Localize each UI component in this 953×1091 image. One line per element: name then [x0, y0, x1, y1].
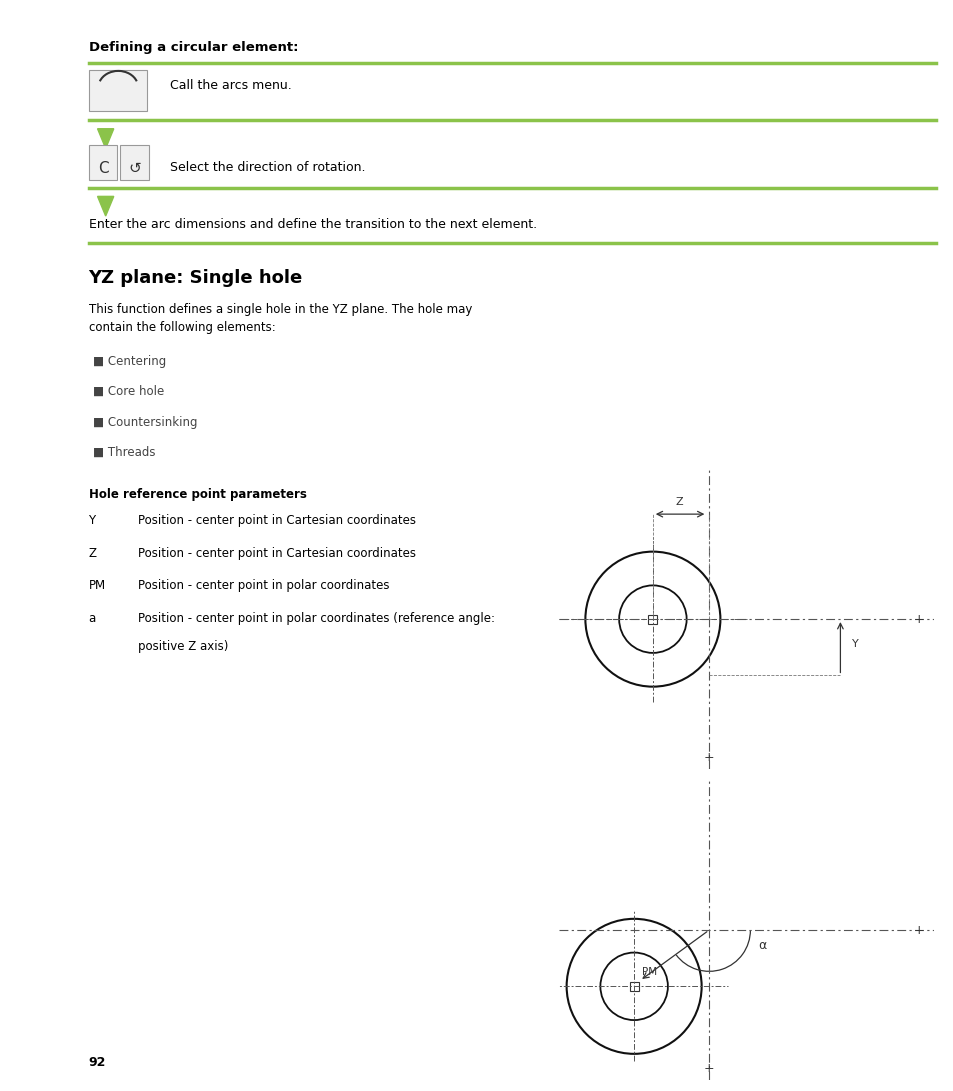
- Bar: [629, 982, 638, 991]
- FancyBboxPatch shape: [120, 145, 149, 180]
- Text: 1.16 TURN PLUS: YZ Plane Contours: 1.16 TURN PLUS: YZ Plane Contours: [20, 419, 32, 672]
- Text: PM: PM: [641, 967, 656, 978]
- Text: Z: Z: [89, 547, 96, 560]
- Text: Y: Y: [89, 514, 95, 527]
- Text: Hole reference point parameters: Hole reference point parameters: [89, 488, 306, 501]
- Text: Position - center point in Cartesian coordinates: Position - center point in Cartesian coo…: [138, 514, 416, 527]
- Text: Y: Y: [851, 639, 858, 649]
- Text: Z: Z: [675, 496, 682, 506]
- Text: 92: 92: [89, 1056, 106, 1069]
- Text: +: +: [703, 1063, 714, 1076]
- Text: a: a: [89, 612, 95, 625]
- Text: +: +: [703, 752, 714, 765]
- Text: Position - center point in polar coordinates: Position - center point in polar coordin…: [138, 579, 389, 592]
- Text: ■ Core hole: ■ Core hole: [93, 385, 164, 398]
- Text: +: +: [913, 613, 923, 625]
- Text: PM: PM: [89, 579, 106, 592]
- Polygon shape: [97, 129, 113, 148]
- Text: Select the direction of rotation.: Select the direction of rotation.: [170, 161, 365, 175]
- Text: YZ plane: Single hole: YZ plane: Single hole: [89, 269, 302, 287]
- Text: ■ Centering: ■ Centering: [93, 355, 166, 368]
- Text: ■ Countersinking: ■ Countersinking: [93, 416, 197, 429]
- Text: Call the arcs menu.: Call the arcs menu.: [170, 79, 291, 92]
- FancyBboxPatch shape: [89, 145, 117, 180]
- Text: Enter the arc dimensions and define the transition to the next element.: Enter the arc dimensions and define the …: [89, 218, 537, 231]
- Text: Defining a circular element:: Defining a circular element:: [89, 41, 297, 55]
- FancyBboxPatch shape: [89, 70, 147, 111]
- Text: Position - center point in Cartesian coordinates: Position - center point in Cartesian coo…: [138, 547, 416, 560]
- Text: This function defines a single hole in the YZ plane. The hole may
contain the fo: This function defines a single hole in t…: [89, 303, 472, 334]
- Bar: [648, 614, 657, 624]
- Text: positive Z axis): positive Z axis): [138, 640, 229, 654]
- Text: C: C: [97, 161, 108, 177]
- Polygon shape: [97, 196, 113, 216]
- Text: ■ Threads: ■ Threads: [93, 446, 155, 459]
- Text: ↺: ↺: [128, 161, 141, 177]
- Text: α: α: [757, 939, 765, 951]
- Text: Position - center point in polar coordinates (reference angle:: Position - center point in polar coordin…: [138, 612, 495, 625]
- Text: +: +: [913, 924, 923, 936]
